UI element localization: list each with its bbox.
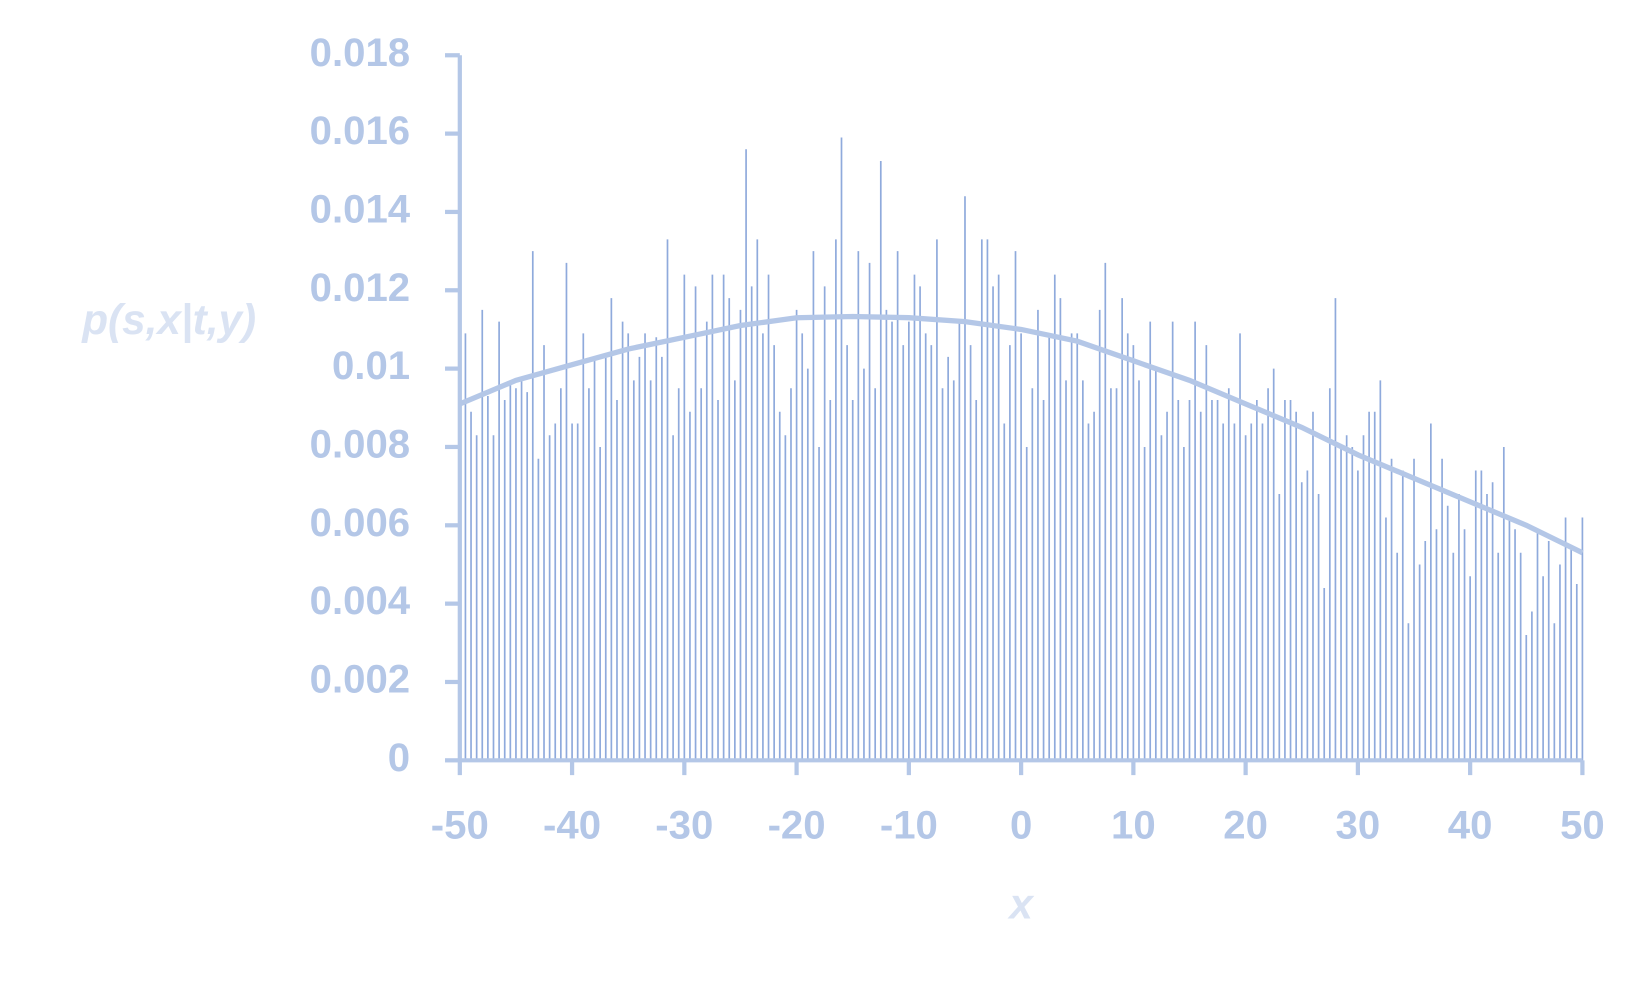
y-tick-label: 0	[388, 735, 410, 780]
x-tick-label: -20	[768, 803, 826, 848]
x-tick-label: 50	[1560, 803, 1605, 848]
x-tick-label: 40	[1448, 803, 1493, 848]
y-tick-label: 0.002	[310, 657, 411, 702]
x-tick-label: 30	[1336, 803, 1381, 848]
y-tick-label: 0.016	[310, 108, 411, 153]
y-tick-label: 0.018	[310, 30, 411, 75]
y-tick-label: 0.004	[310, 578, 411, 623]
x-tick-label: -50	[431, 803, 489, 848]
x-tick-label: -30	[655, 803, 713, 848]
y-tick-label: 0.01	[332, 343, 410, 388]
x-tick-label: 0	[1010, 803, 1032, 848]
curve	[458, 313, 1584, 556]
x-axis-label: x	[1007, 880, 1034, 927]
y-tick-label: 0.014	[310, 187, 411, 232]
x-tick-label: 20	[1223, 803, 1268, 848]
x-tick-label: -10	[880, 803, 938, 848]
x-tick-label: -40	[543, 803, 601, 848]
x-tick-label: 10	[1111, 803, 1156, 848]
y-tick-label: 0.006	[310, 500, 411, 545]
y-tick-label: 0.008	[310, 422, 411, 467]
y-axis-label: p(s,x|t,y)	[81, 296, 256, 343]
y-tick-label: 0.012	[310, 265, 411, 310]
